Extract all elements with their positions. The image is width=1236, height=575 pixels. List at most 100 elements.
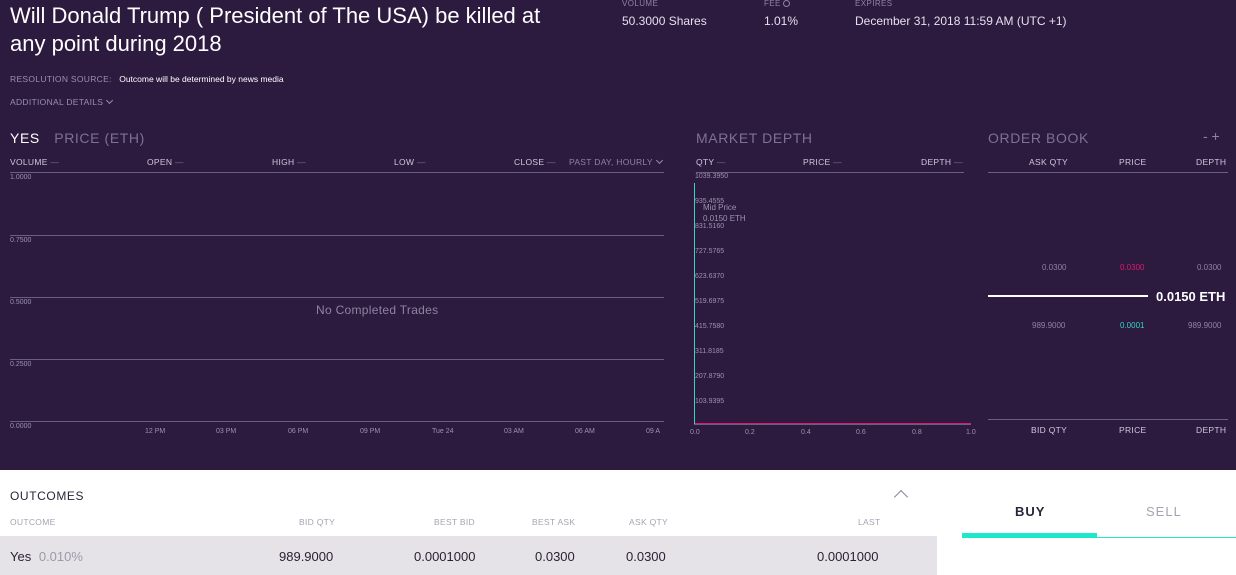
x-tick: Tue 24	[432, 428, 454, 435]
buy-tab[interactable]: BUY	[1015, 504, 1046, 519]
ob-divider	[988, 419, 1228, 420]
tab-underline	[962, 537, 1236, 538]
chevron-down-icon	[106, 96, 114, 105]
resolution-source-value: Outcome will be determined by news media	[119, 74, 284, 84]
depth-x-tick: 0.4	[801, 429, 811, 436]
ob-mid-price: 0.0150 ETH	[1156, 289, 1226, 304]
depth-x-tick: 0.8	[912, 429, 922, 436]
outcome-row[interactable]: Yes 0.010% 989.9000 0.0001000 0.0300 0.0…	[0, 536, 937, 575]
price-chart-title: PRICE (ETH)	[54, 130, 145, 146]
x-tick: 12 PM	[145, 428, 166, 435]
chart-gridline	[10, 359, 664, 360]
additional-details-toggle[interactable]: ADDITIONAL DETAILS	[10, 96, 114, 107]
x-tick: 06 PM	[288, 428, 309, 435]
outcome-name: Yes 0.010%	[10, 549, 83, 564]
chart-gridline	[10, 297, 664, 298]
ask-price[interactable]: 0.0300	[1120, 263, 1145, 272]
depth-x-tick: 0.0	[690, 429, 700, 436]
sell-tab[interactable]: SELL	[1146, 504, 1182, 519]
outcomes-title: OUTCOMES	[10, 489, 85, 503]
x-tick: 09 PM	[360, 428, 381, 435]
depth-y-tick: 311.8185	[695, 348, 724, 355]
market-title: Will Donald Trump ( President of The USA…	[10, 3, 541, 56]
depth-y-tick: 103.9395	[695, 398, 725, 405]
info-icon[interactable]	[783, 0, 791, 8]
depth-y-tick: 415.7580	[695, 323, 725, 330]
col-high: HIGH —	[272, 157, 306, 167]
y-tick: 1.0000	[10, 174, 32, 181]
fee-label: FEE	[764, 0, 791, 8]
resolution-source: RESOLUTION SOURCE: Outcome will be deter…	[10, 69, 284, 87]
chart-gridline	[10, 235, 664, 236]
depth-y-tick: 207.8790	[695, 373, 725, 380]
buy-tab-indicator	[962, 533, 1097, 537]
mid-price-label: Mid Price	[703, 203, 737, 212]
outcomes-col-ask-qty: ASK QTY	[629, 517, 668, 527]
chart-gridline	[10, 421, 664, 422]
resolution-source-label: RESOLUTION SOURCE:	[10, 74, 112, 84]
depth-col-qty: QTY —	[696, 157, 726, 167]
bid-depth[interactable]: 989.9000	[1188, 321, 1222, 330]
outcome-ask-qty: 0.0300	[626, 549, 666, 564]
outcomes-col-bid-qty: BID QTY	[299, 517, 336, 527]
depth-y-tick: 831.5160	[695, 223, 725, 230]
ob-col-depth: DEPTH	[1196, 425, 1227, 435]
chart-gridline	[10, 172, 664, 173]
ask-depth[interactable]: 0.0300	[1197, 263, 1222, 272]
depth-y-tick: 623.6370	[695, 273, 725, 280]
depth-col-price: PRICE —	[803, 157, 842, 167]
depth-x-tick: 1.0	[966, 429, 976, 436]
depth-y-tick: 727.5765	[695, 248, 725, 255]
y-tick: 0.2500	[10, 361, 32, 368]
y-tick: 0.7500	[10, 237, 32, 244]
mid-price-value: 0.0150 ETH	[703, 214, 746, 223]
col-close: CLOSE —	[514, 157, 556, 167]
ask-depth-line	[695, 423, 971, 424]
ob-col-price: PRICE	[1119, 157, 1147, 167]
ask-qty[interactable]: 0.0300	[1042, 263, 1067, 272]
x-tick: 03 PM	[216, 428, 237, 435]
ob-col-price: PRICE	[1119, 425, 1147, 435]
bid-price[interactable]: 0.0001	[1120, 321, 1145, 330]
x-tick: 09 A	[646, 428, 661, 435]
mid-price-annotation: Mid Price 0.0150 ETH	[703, 202, 746, 224]
ob-col-depth: DEPTH	[1196, 157, 1227, 167]
ob-col-bid-qty: BID QTY	[1031, 425, 1068, 435]
depth-x-tick: 0.2	[745, 429, 755, 436]
market-header-panel: Will Donald Trump ( President of The USA…	[0, 0, 1236, 470]
outcomes-col-outcome: OUTCOME	[10, 517, 56, 527]
chevron-up-icon[interactable]	[893, 489, 909, 505]
bid-qty[interactable]: 989.9000	[1032, 321, 1066, 330]
outcome-last: 0.0001000	[817, 549, 879, 564]
outcome-bid-qty: 989.9000	[279, 549, 334, 564]
depth-divider	[696, 172, 964, 173]
expires-value: December 31, 2018 11:59 AM (UTC +1)	[855, 14, 1067, 28]
fee-value: 1.01%	[764, 14, 799, 28]
outcome-best-ask: 0.0300	[535, 549, 575, 564]
range-selector[interactable]: PAST DAY, HOURLY	[569, 156, 663, 167]
y-tick: 0.5000	[10, 299, 32, 306]
depth-y-tick: 1039.3950	[695, 173, 729, 180]
outcomes-col-last: LAST	[858, 517, 881, 527]
ob-divider	[988, 172, 1228, 173]
depth-x-tick: 0.6	[856, 429, 866, 436]
market-depth-title: MARKET DEPTH	[696, 130, 813, 146]
outcome-percent: 0.010%	[38, 549, 83, 564]
mid-price-line	[988, 295, 1148, 297]
order-book-zoom-controls[interactable]: - +	[1203, 128, 1220, 144]
price-chart-header: YES PRICE (ETH)	[10, 130, 145, 148]
outcomes-col-best-ask: BEST ASK	[532, 517, 576, 527]
ob-col-ask-qty: ASK QTY	[1029, 157, 1068, 167]
volume-value: 50.3000 Shares	[622, 14, 707, 28]
expires-label: EXPIRES	[855, 0, 893, 8]
y-tick: 0.0000	[10, 423, 32, 430]
bid-depth-line	[694, 183, 695, 425]
col-low: LOW —	[394, 157, 426, 167]
no-trades-message: No Completed Trades	[316, 303, 439, 317]
chevron-down-icon	[655, 156, 663, 165]
outcome-selector[interactable]: YES	[10, 130, 40, 146]
col-open: OPEN —	[147, 157, 184, 167]
outcome-best-bid: 0.0001000	[414, 549, 476, 564]
additional-details-label: ADDITIONAL DETAILS	[10, 97, 104, 107]
x-tick: 03 AM	[504, 428, 524, 435]
